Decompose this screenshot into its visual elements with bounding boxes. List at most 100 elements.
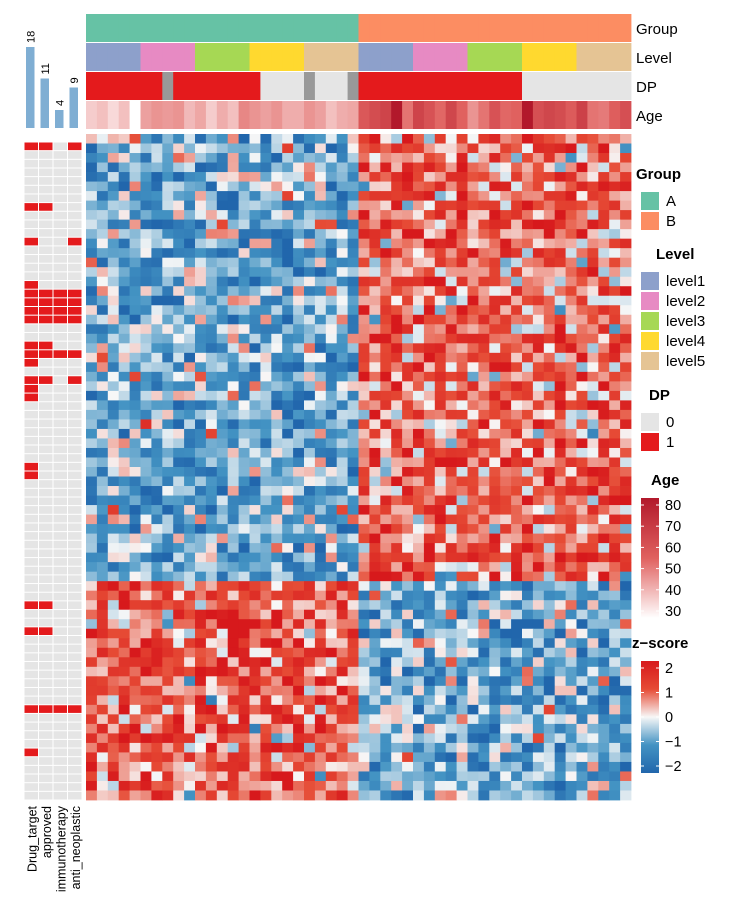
heatmap-cell — [554, 352, 566, 363]
heatmap-cell — [336, 695, 348, 706]
heatmap-cell — [543, 210, 556, 221]
heatmap-cell — [347, 162, 359, 173]
heatmap-cell — [380, 457, 392, 468]
heatmap-cell — [423, 409, 436, 420]
heatmap-cell — [413, 638, 425, 649]
heatmap-cell — [271, 324, 283, 335]
heatmap-cell — [478, 219, 490, 230]
heatmap-cell — [423, 476, 436, 487]
heatmap-cell — [314, 248, 327, 259]
heatmap-cell — [369, 248, 381, 259]
annotation-cell — [347, 14, 359, 42]
heatmap-cell — [195, 543, 207, 554]
heatmap-cell — [543, 676, 556, 687]
row-mark-cell — [24, 532, 38, 540]
heatmap-cell — [271, 733, 283, 744]
heatmap-cell — [358, 400, 370, 411]
heatmap-cell — [554, 428, 566, 439]
heatmap-cell — [532, 248, 545, 259]
heatmap-cell — [118, 505, 130, 515]
heatmap-cell — [522, 581, 534, 592]
heatmap-cell — [304, 324, 316, 335]
heatmap-cell — [216, 219, 229, 230]
heatmap-cell — [445, 628, 457, 639]
heatmap-cell — [609, 771, 621, 782]
heatmap-cell — [118, 533, 130, 544]
heatmap-cell — [96, 390, 109, 401]
row-mark-cell — [68, 376, 82, 384]
heatmap-cell — [293, 609, 305, 620]
heatmap-cell — [609, 752, 621, 763]
heatmap-cell — [151, 438, 163, 449]
heatmap-cell — [369, 343, 381, 354]
heatmap-cell — [576, 181, 588, 192]
row-mark-cell — [24, 627, 38, 635]
heatmap-cell — [456, 590, 468, 601]
annotation-cell — [522, 72, 534, 100]
heatmap-cell — [347, 305, 359, 316]
heatmap-cell — [598, 438, 610, 449]
heatmap-cell — [107, 143, 120, 154]
heatmap-cell — [532, 600, 545, 611]
annotation-cell — [205, 43, 218, 71]
heatmap-cell — [336, 723, 348, 734]
annotation-cell — [434, 72, 447, 100]
heatmap-cell — [282, 286, 294, 297]
heatmap-cell — [565, 257, 577, 268]
heatmap-cell — [456, 742, 468, 753]
heatmap-cell — [565, 780, 577, 791]
row-mark-cell — [68, 151, 82, 159]
heatmap-cell — [129, 638, 141, 649]
heatmap-cell — [391, 666, 403, 677]
heatmap-cell — [86, 172, 98, 182]
heatmap-cell — [271, 419, 283, 430]
heatmap-cell — [576, 780, 588, 791]
heatmap-cell — [347, 419, 359, 430]
heatmap-cell — [260, 647, 272, 658]
heatmap-cell — [205, 771, 218, 782]
heatmap-cell — [489, 343, 501, 354]
heatmap-cell — [598, 447, 610, 458]
heatmap-cell — [598, 647, 610, 658]
heatmap-cell — [216, 200, 229, 211]
heatmap-cell — [565, 476, 577, 487]
heatmap-cell — [467, 210, 479, 221]
row-mark-cell — [24, 384, 38, 393]
heatmap-cell — [271, 457, 283, 468]
heatmap-cell — [489, 590, 501, 601]
annotation-cell — [129, 101, 141, 129]
heatmap-cell — [445, 134, 457, 144]
heatmap-cell — [227, 723, 239, 734]
row-mark-cell — [53, 713, 67, 722]
heatmap-cell — [216, 409, 229, 420]
heatmap-cell — [609, 143, 621, 154]
heatmap-cell — [96, 181, 109, 192]
heatmap-cell — [129, 314, 141, 325]
heatmap-cell — [402, 495, 414, 506]
heatmap-cell — [336, 419, 348, 430]
bar-value-label: 4 — [54, 100, 66, 106]
heatmap-cell — [478, 657, 490, 668]
heatmap-cell — [500, 257, 512, 268]
heatmap-cell — [271, 495, 283, 506]
heatmap-cell — [238, 571, 250, 582]
heatmap-cell — [554, 447, 566, 458]
heatmap-cell — [434, 514, 447, 525]
heatmap-cell — [369, 571, 381, 582]
heatmap-cell — [598, 752, 610, 763]
heatmap-cell — [456, 647, 468, 658]
heatmap-cell — [532, 409, 545, 420]
heatmap-cell — [391, 295, 403, 306]
heatmap-cell — [500, 200, 512, 211]
heatmap-cell — [391, 324, 403, 335]
heatmap-cell — [489, 723, 501, 734]
heatmap-cell — [587, 333, 599, 344]
heatmap-cell — [173, 438, 185, 449]
heatmap-cell — [423, 390, 436, 401]
heatmap-cell — [216, 400, 229, 411]
heatmap-cell — [609, 666, 621, 677]
heatmap-cell — [162, 638, 174, 649]
heatmap-cell — [423, 666, 436, 677]
heatmap-cell — [369, 314, 381, 325]
heatmap-cell — [434, 524, 447, 534]
